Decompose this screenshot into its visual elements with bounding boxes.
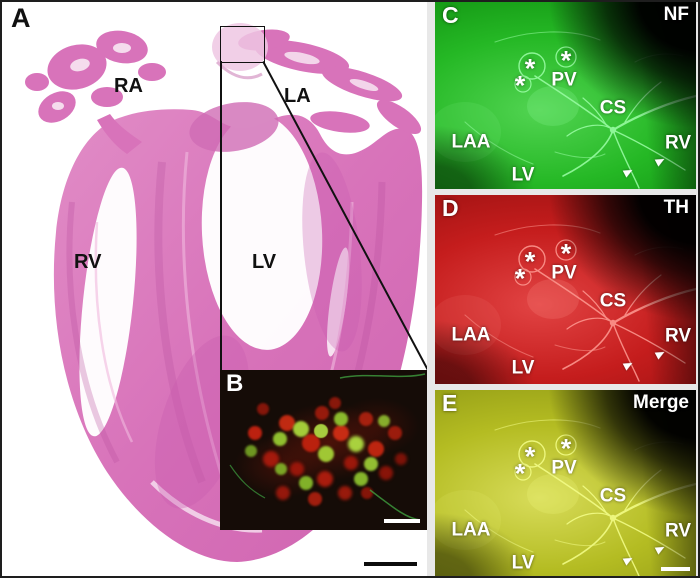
- panel-d-label: D: [442, 195, 459, 221]
- stain-label-merge: Merge: [633, 392, 689, 413]
- asterisk-marker: *: [560, 238, 572, 269]
- asterisk-marker: *: [514, 263, 526, 294]
- asterisk-marker: *: [524, 246, 536, 277]
- panel-a-label: A: [11, 3, 31, 33]
- image-vignette: [435, 2, 696, 189]
- right-ventricle-label: RV: [664, 520, 692, 542]
- left-atrial-appendage-label: LAA: [451, 324, 491, 346]
- panel-d-th-image: D TH * * * PV LAA LV CS RV: [435, 195, 696, 384]
- right-ventricle-label: RV: [74, 251, 102, 273]
- asterisk-marker: *: [524, 53, 536, 84]
- panel-e-merge-image: E Merge * * * PV LAA LV CS RV: [435, 390, 696, 576]
- inset-outline-box: [220, 26, 265, 63]
- pulmonary-veins-label: PV: [551, 262, 577, 284]
- asterisk-marker: *: [514, 70, 526, 101]
- coronary-sinus-label: CS: [599, 97, 627, 119]
- image-vignette: [435, 195, 696, 384]
- left-ventricle-label: LV: [511, 552, 535, 574]
- panel-e-label: E: [442, 390, 458, 416]
- panel-b-scale-bar: [384, 519, 420, 523]
- right-ventricle-label: RV: [664, 325, 692, 347]
- asterisk-marker: *: [524, 441, 536, 472]
- stain-label-th: TH: [663, 197, 689, 218]
- stain-label-nf: NF: [663, 4, 689, 25]
- confocal-nerve-fibers: [229, 373, 426, 521]
- asterisk-marker: *: [560, 45, 572, 76]
- left-ventricle-label: LV: [511, 164, 535, 186]
- left-atrium-label: LA: [284, 85, 311, 107]
- panel-e-scale-bar: [661, 567, 690, 571]
- image-vignette: [435, 390, 696, 576]
- panel-c-nf-image: C NF * * * PV LAA LV CS RV: [435, 2, 696, 189]
- panel-b-confocal-inset: B: [220, 370, 427, 530]
- right-atrium-label: RA: [114, 75, 143, 97]
- panel-a-histology-image: A RA LA RV LV B: [2, 2, 430, 576]
- left-atrial-appendage-label: LAA: [451, 131, 491, 153]
- left-atrial-appendage-label: LAA: [451, 519, 491, 541]
- pulmonary-veins-label: PV: [551, 69, 577, 91]
- right-ventricle-label: RV: [664, 132, 692, 154]
- inset-callout-line-vertical: [220, 61, 222, 370]
- asterisk-marker: *: [514, 458, 526, 489]
- panel-a-scale-bar: [364, 562, 417, 566]
- left-ventricle-label: LV: [511, 357, 535, 379]
- asterisk-marker: *: [560, 433, 572, 464]
- panel-b-label: B: [226, 370, 244, 397]
- panel-c-label: C: [442, 2, 459, 28]
- pulmonary-veins-label: PV: [551, 457, 577, 479]
- coronary-sinus-label: CS: [599, 290, 627, 312]
- coronary-sinus-label: CS: [599, 485, 627, 507]
- left-ventricle-label: LV: [252, 251, 277, 273]
